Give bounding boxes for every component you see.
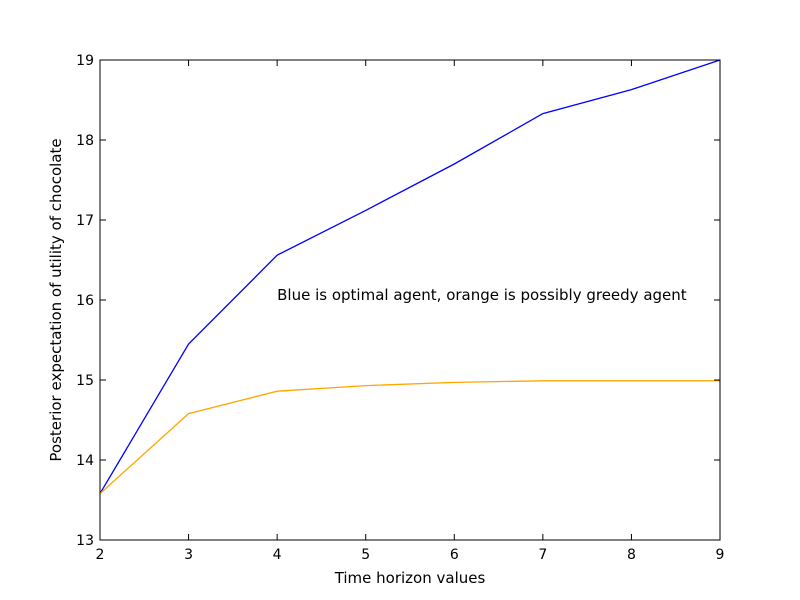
- x-axis-label: Time horizon values: [334, 569, 486, 587]
- series-line-1: [99, 59, 721, 494]
- x-axis: 2 3 4 5 6 7 8 9: [96, 60, 725, 563]
- x-tick-label: 2: [96, 547, 105, 563]
- y-tick-label: 17: [76, 213, 94, 229]
- y-tick-label: 16: [76, 293, 94, 309]
- y-tick-label: 18: [76, 133, 94, 149]
- y-tick-label: 19: [76, 53, 94, 69]
- y-axis: 13 14 15 16 17 18 19: [76, 53, 720, 549]
- x-tick-label: 6: [450, 547, 459, 563]
- x-tick-label: 9: [716, 547, 725, 563]
- chart-annotation: Blue is optimal agent, orange is possibl…: [277, 286, 687, 304]
- x-tick-label: 5: [361, 547, 370, 563]
- y-tick-label: 15: [76, 373, 94, 389]
- series-line-2: [99, 380, 720, 495]
- annotation-layer: Blue is optimal agent, orange is possibl…: [277, 286, 687, 304]
- series-lines: [99, 59, 721, 495]
- y-axis-label: Posterior expectation of utility of choc…: [47, 138, 65, 461]
- x-tick-label: 3: [184, 547, 193, 563]
- x-tick-label: 7: [538, 547, 547, 563]
- x-tick-label: 8: [627, 547, 636, 563]
- x-tick-label: 4: [273, 547, 282, 563]
- y-tick-label: 13: [76, 533, 94, 549]
- y-tick-label: 14: [76, 453, 94, 469]
